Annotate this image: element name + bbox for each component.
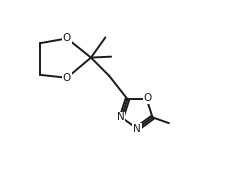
Text: N: N: [116, 112, 124, 122]
Text: N: N: [133, 124, 140, 134]
Text: O: O: [63, 33, 71, 43]
Text: O: O: [63, 73, 71, 83]
Text: O: O: [143, 93, 151, 103]
